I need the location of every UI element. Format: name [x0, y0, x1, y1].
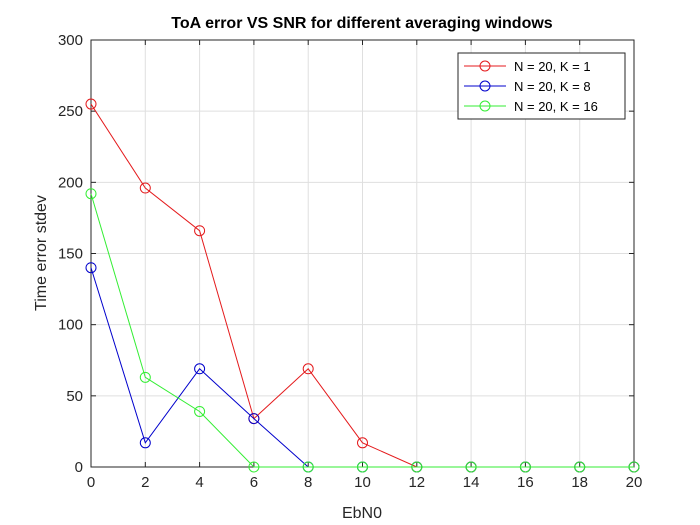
data-point [357, 437, 368, 449]
legend-label: N = 20, K = 16 [514, 99, 598, 114]
series-line [90, 193, 634, 468]
y-tick-label: 100 [58, 317, 83, 334]
data-point [519, 461, 531, 473]
x-axis-title: EbN0 [342, 505, 382, 522]
data-point [139, 437, 151, 449]
legend-item-2: N = 20, K = 8 [464, 79, 591, 94]
data-point [194, 225, 206, 237]
legend-marker [479, 80, 491, 92]
data-point [248, 413, 260, 425]
legend-label: N = 20, K = 8 [514, 79, 591, 94]
legend-item-1: N = 20, K = 1 [464, 59, 591, 74]
data-point [139, 182, 151, 194]
data-point [302, 461, 314, 473]
y-tick-label: 0 [75, 459, 83, 476]
x-tick-label: 18 [571, 474, 588, 491]
y-tick-label: 150 [58, 246, 83, 263]
legend-marker [479, 100, 491, 112]
y-tick-label: 300 [58, 32, 83, 49]
y-tick-label: 50 [66, 388, 83, 405]
data-point [194, 363, 206, 375]
data-point [85, 98, 97, 110]
series [85, 98, 640, 473]
data-point [628, 461, 640, 473]
chart-title: ToA error VS SNR for different averaging… [171, 15, 552, 32]
data-point [85, 188, 97, 200]
x-tick-label: 4 [195, 474, 203, 491]
x-tick-label: 6 [250, 474, 258, 491]
series-3 [85, 188, 640, 473]
data-point [194, 405, 206, 417]
data-point [302, 363, 314, 375]
x-tick-label: 14 [463, 474, 480, 491]
legend-item-3: N = 20, K = 16 [464, 99, 598, 114]
data-point [574, 461, 586, 473]
data-point [139, 371, 151, 383]
y-tick-label: 250 [58, 103, 83, 120]
x-tick-label: 0 [87, 474, 95, 491]
x-tick-label: 16 [517, 474, 534, 491]
legend-label: N = 20, K = 1 [514, 59, 591, 74]
data-point [248, 461, 260, 473]
legend-marker [479, 60, 491, 72]
data-point [411, 461, 423, 473]
y-axis-title: Time error stdev [33, 195, 50, 311]
x-tick-label: 2 [141, 474, 149, 491]
x-tick-label: 8 [304, 474, 312, 491]
y-tick-label: 200 [58, 174, 83, 191]
x-tick-label: 20 [626, 474, 643, 491]
data-point [465, 461, 477, 473]
data-point [357, 461, 368, 473]
x-tick-label: 10 [354, 474, 371, 491]
legend: N = 20, K = 1 N = 20, K = 8 N = 20, K = 16 [457, 52, 626, 120]
x-tick-label: 12 [408, 474, 425, 491]
data-point [85, 262, 97, 274]
